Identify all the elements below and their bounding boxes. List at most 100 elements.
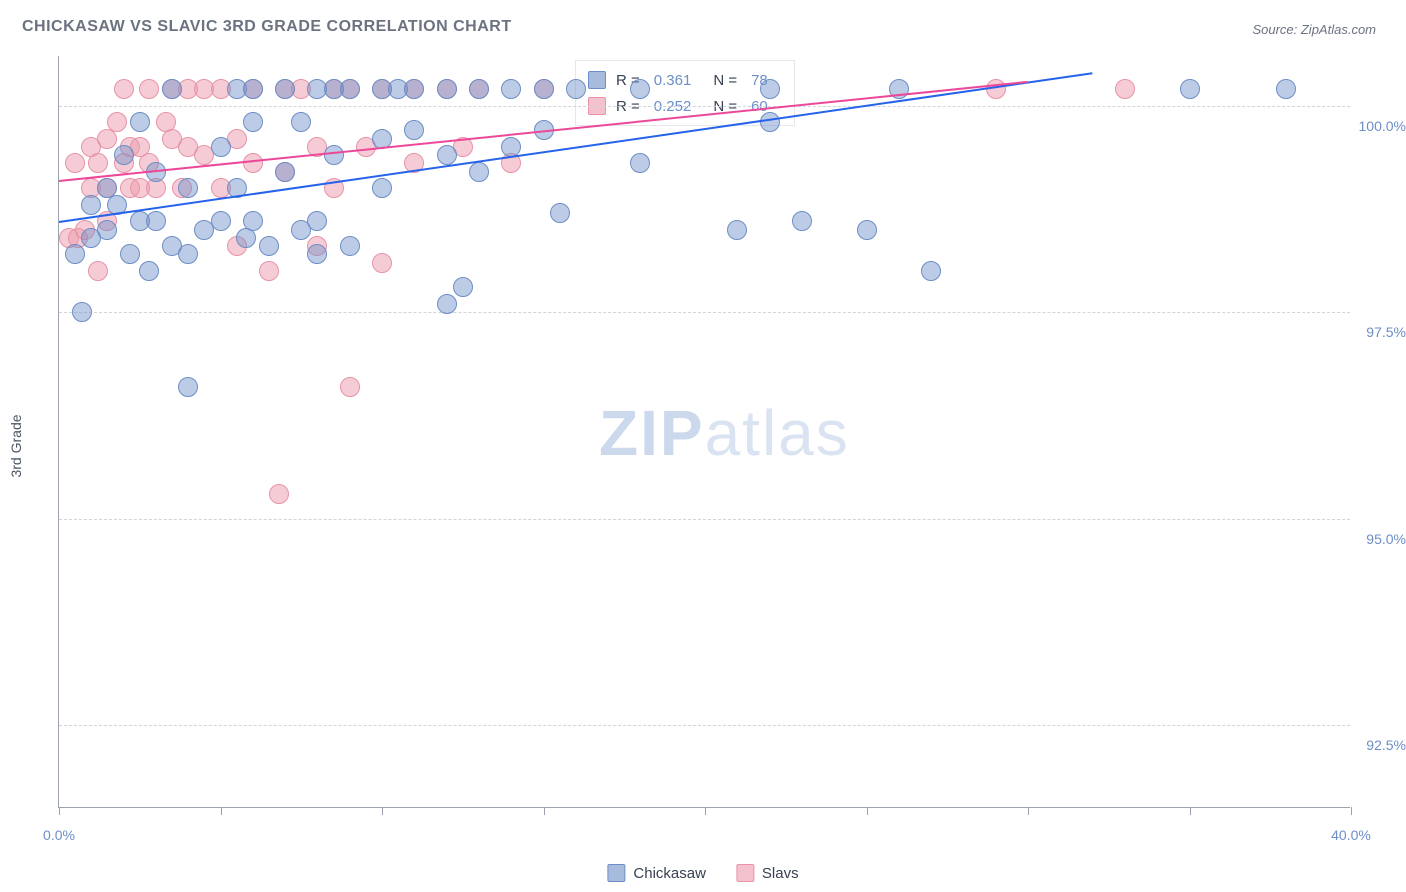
scatter-point-slavs bbox=[1115, 79, 1135, 99]
xtick bbox=[221, 807, 222, 815]
scatter-point-chickasaw bbox=[760, 79, 780, 99]
xtick bbox=[705, 807, 706, 815]
scatter-point-chickasaw bbox=[139, 261, 159, 281]
scatter-point-chickasaw bbox=[97, 220, 117, 240]
scatter-point-chickasaw bbox=[501, 79, 521, 99]
ytick-label: 92.5% bbox=[1366, 737, 1406, 753]
legend-item-slavs: Slavs bbox=[736, 864, 799, 882]
scatter-point-chickasaw bbox=[340, 236, 360, 256]
xtick bbox=[59, 807, 60, 815]
grid-line bbox=[59, 106, 1350, 107]
scatter-point-chickasaw bbox=[178, 244, 198, 264]
scatter-point-chickasaw bbox=[324, 145, 344, 165]
xtick-label: 40.0% bbox=[1331, 827, 1371, 843]
scatter-point-slavs bbox=[65, 153, 85, 173]
chart-container: CHICKASAW VS SLAVIC 3RD GRADE CORRELATIO… bbox=[0, 0, 1406, 892]
xtick bbox=[1028, 807, 1029, 815]
grid-line bbox=[59, 312, 1350, 313]
scatter-point-slavs bbox=[243, 153, 263, 173]
scatter-point-chickasaw bbox=[437, 79, 457, 99]
scatter-point-chickasaw bbox=[630, 153, 650, 173]
legend-label-slavs: Slavs bbox=[762, 865, 799, 882]
grid-line bbox=[59, 519, 1350, 520]
scatter-point-chickasaw bbox=[178, 377, 198, 397]
scatter-point-chickasaw bbox=[211, 211, 231, 231]
chart-title: CHICKASAW VS SLAVIC 3RD GRADE CORRELATIO… bbox=[22, 18, 512, 36]
scatter-point-slavs bbox=[372, 253, 392, 273]
scatter-point-chickasaw bbox=[404, 120, 424, 140]
scatter-point-chickasaw bbox=[243, 211, 263, 231]
r-value-chickasaw: 0.361 bbox=[654, 72, 692, 89]
scatter-point-chickasaw bbox=[534, 79, 554, 99]
xtick bbox=[382, 807, 383, 815]
scatter-point-slavs bbox=[88, 153, 108, 173]
legend-label-chickasaw: Chickasaw bbox=[633, 865, 706, 882]
watermark: ZIPatlas bbox=[599, 396, 850, 470]
scatter-point-slavs bbox=[107, 112, 127, 132]
swatch-pink-icon bbox=[736, 864, 754, 882]
scatter-point-chickasaw bbox=[792, 211, 812, 231]
scatter-point-chickasaw bbox=[404, 79, 424, 99]
scatter-point-chickasaw bbox=[65, 244, 85, 264]
scatter-point-chickasaw bbox=[81, 195, 101, 215]
scatter-point-chickasaw bbox=[291, 112, 311, 132]
scatter-point-chickasaw bbox=[566, 79, 586, 99]
source-attribution: Source: ZipAtlas.com bbox=[1252, 22, 1376, 37]
legend-item-chickasaw: Chickasaw bbox=[607, 864, 706, 882]
scatter-point-chickasaw bbox=[727, 220, 747, 240]
n-label: N = bbox=[713, 72, 737, 89]
scatter-point-chickasaw bbox=[453, 277, 473, 297]
scatter-point-chickasaw bbox=[437, 294, 457, 314]
scatter-point-chickasaw bbox=[120, 244, 140, 264]
xtick bbox=[867, 807, 868, 815]
legend-stats-row-chickasaw: R = 0.361 N = 78 bbox=[588, 67, 780, 93]
watermark-zip: ZIP bbox=[599, 397, 705, 469]
scatter-point-chickasaw bbox=[760, 112, 780, 132]
scatter-point-chickasaw bbox=[372, 178, 392, 198]
scatter-point-chickasaw bbox=[1180, 79, 1200, 99]
scatter-point-slavs bbox=[88, 261, 108, 281]
xtick bbox=[1351, 807, 1352, 815]
xtick bbox=[1190, 807, 1191, 815]
scatter-point-chickasaw bbox=[307, 244, 327, 264]
scatter-point-slavs bbox=[340, 377, 360, 397]
scatter-point-chickasaw bbox=[259, 236, 279, 256]
scatter-point-chickasaw bbox=[307, 211, 327, 231]
plot-area: ZIPatlas R = 0.361 N = 78 R = 0.252 N = … bbox=[58, 56, 1350, 808]
scatter-point-chickasaw bbox=[72, 302, 92, 322]
scatter-point-chickasaw bbox=[469, 79, 489, 99]
xtick bbox=[544, 807, 545, 815]
scatter-point-chickasaw bbox=[1276, 79, 1296, 99]
scatter-point-chickasaw bbox=[162, 79, 182, 99]
ytick-label: 97.5% bbox=[1366, 324, 1406, 340]
scatter-point-chickasaw bbox=[921, 261, 941, 281]
scatter-point-chickasaw bbox=[857, 220, 877, 240]
scatter-point-chickasaw bbox=[340, 79, 360, 99]
scatter-point-chickasaw bbox=[243, 79, 263, 99]
grid-line bbox=[59, 725, 1350, 726]
scatter-point-slavs bbox=[114, 79, 134, 99]
swatch-blue-icon bbox=[607, 864, 625, 882]
watermark-atlas: atlas bbox=[705, 397, 850, 469]
scatter-point-chickasaw bbox=[437, 145, 457, 165]
scatter-point-chickasaw bbox=[550, 203, 570, 223]
scatter-point-chickasaw bbox=[211, 137, 231, 157]
scatter-point-chickasaw bbox=[146, 211, 166, 231]
scatter-point-chickasaw bbox=[275, 79, 295, 99]
scatter-point-chickasaw bbox=[630, 79, 650, 99]
scatter-point-chickasaw bbox=[469, 162, 489, 182]
scatter-point-slavs bbox=[269, 484, 289, 504]
scatter-point-chickasaw bbox=[243, 112, 263, 132]
scatter-point-chickasaw bbox=[275, 162, 295, 182]
y-axis-label: 3rd Grade bbox=[8, 414, 24, 477]
bottom-legend: Chickasaw Slavs bbox=[607, 864, 798, 882]
ytick-label: 100.0% bbox=[1359, 118, 1406, 134]
scatter-point-slavs bbox=[139, 79, 159, 99]
scatter-point-slavs bbox=[259, 261, 279, 281]
ytick-label: 95.0% bbox=[1366, 531, 1406, 547]
scatter-point-chickasaw bbox=[130, 112, 150, 132]
swatch-blue-icon bbox=[588, 71, 606, 89]
xtick-label: 0.0% bbox=[43, 827, 75, 843]
scatter-point-chickasaw bbox=[114, 145, 134, 165]
scatter-point-chickasaw bbox=[178, 178, 198, 198]
